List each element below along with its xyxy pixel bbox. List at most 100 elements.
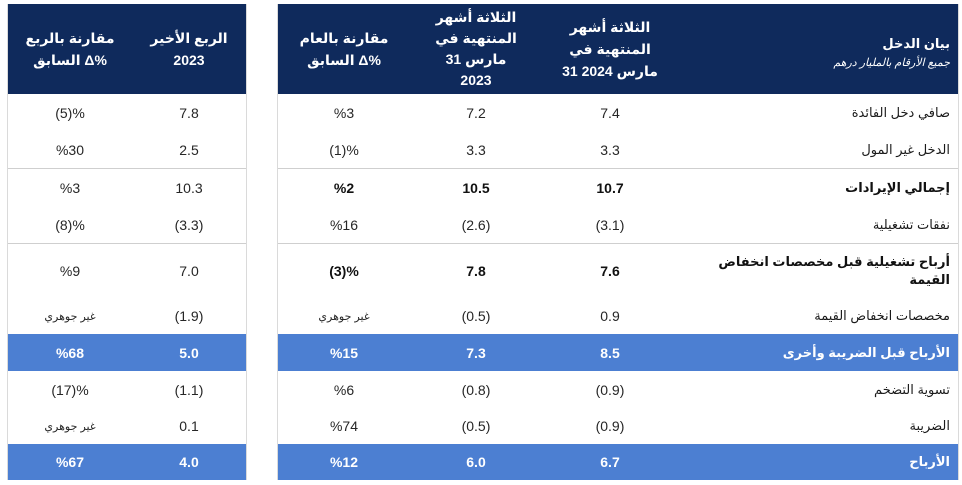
row-label: تسوية التضخم (874, 381, 950, 397)
cell-qoq-change: (8)% (55, 216, 85, 233)
row-label-line: أرباح تشغيلية قبل مخصصات انخفاض (718, 254, 950, 269)
header-line: 31 مارس (445, 51, 507, 67)
cell-q4-2023: 2.5 (179, 141, 199, 158)
cell-q1-2024: 0.9 (600, 308, 620, 324)
header-yoy-change: مقارنة بالعام السابق Δ% (278, 4, 410, 94)
row-label-line: القيمة (909, 272, 950, 287)
cell-qoq-change: غير جوهري (44, 310, 96, 323)
row-label: نفقات تشغيلية (872, 216, 950, 232)
cell-q1-2024: (0.9) (595, 418, 625, 434)
cell-q1-2024: 7.4 (600, 104, 620, 121)
row-label: الضريبة (909, 418, 950, 433)
table-row-total-revenue: إجمالي الإيرادات 10.7 10.5 %2 (278, 168, 958, 206)
row-label: صافي دخل الفائدة (851, 104, 950, 120)
cell-yoy-change: (3)% (329, 263, 359, 279)
cell-yoy-change: %3 (333, 104, 355, 121)
cell-q4-2023: 0.1 (179, 418, 199, 434)
table-row-net-profit: 4.0 %67 (8, 444, 246, 480)
cell-q1-2024: (0.9) (595, 381, 625, 398)
table-row-impairment-charges: مخصصات انخفاض القيمة 0.9 (0.5) غير جوهري (278, 298, 958, 334)
cell-q4-2023: 7.8 (179, 104, 199, 121)
table-row-non-funded-income: 2.5 %30 (8, 131, 246, 168)
cell-qoq-change: %9 (59, 263, 81, 279)
cell-q4-2023: 10.3 (175, 179, 203, 196)
table-row-hyperinflation-adjustment: تسوية التضخم (0.9) (0.8) %6 (278, 371, 958, 408)
cell-q1-2024: 6.7 (600, 454, 620, 470)
cell-q1-2023: 10.5 (462, 179, 490, 196)
header-line: الثلاثة أشهر (435, 9, 517, 25)
cell-qoq-change: %67 (55, 454, 85, 470)
cell-yoy-change: %6 (333, 381, 355, 398)
cell-q4-2023: 7.0 (179, 263, 199, 279)
cell-qoq-change: %68 (55, 344, 85, 361)
cell-qoq-change: (17)% (51, 381, 89, 398)
cell-q1-2024: 8.5 (600, 344, 620, 361)
cell-q1-2024: (3.1) (595, 216, 625, 233)
header-line: المنتهية في (435, 30, 517, 46)
cell-yoy-change: %16 (329, 216, 359, 233)
row-label: أرباح تشغيلية قبل مخصصات انخفاض القيمة (678, 244, 958, 298)
header-line: 2023 (460, 72, 492, 88)
table-row-net-interest-income: صافي دخل الفائدة 7.4 7.2 %3 (278, 94, 958, 131)
cell-qoq-change: %3 (59, 179, 81, 196)
income-statement-table: بيان الدخل جميع الأرقام بالمليار درهم ال… (278, 4, 958, 480)
cell-yoy-change: %2 (333, 179, 355, 196)
table-row-non-funded-income: الدخل غير المول 3.3 3.3 (1)% (278, 131, 958, 168)
header-qoq-change: مقارنة بالربع السابق Δ% (8, 4, 132, 94)
cell-q4-2023: (1.9) (174, 308, 204, 324)
cell-q1-2023: 7.8 (466, 263, 486, 279)
cell-q1-2024: 3.3 (600, 141, 620, 158)
header-q1-2024: الثلاثة أشهر المنتهية في 31 مارس 2024 (542, 4, 678, 94)
cell-q1-2023: 3.3 (466, 141, 486, 158)
cell-q4-2023: (3.3) (174, 216, 204, 233)
header-q1-2023: الثلاثة أشهر المنتهية في 31 مارس 2023 (410, 4, 542, 94)
table-row-tax: الضريبة (0.9) (0.5) %74 (278, 408, 958, 444)
header-line: السابق Δ% (307, 52, 381, 68)
header-line: 31 مارس 2024 (562, 63, 658, 79)
table-row-operating-expenses: (3.3) (8)% (8, 206, 246, 243)
header-income-statement: بيان الدخل جميع الأرقام بالمليار درهم (678, 4, 958, 94)
cell-q1-2023: (2.6) (461, 216, 491, 233)
cell-yoy-change: %15 (329, 344, 359, 361)
header-title: بيان الدخل (882, 36, 950, 51)
row-label: الدخل غير المول (861, 141, 950, 157)
cell-qoq-change: غير جوهري (44, 420, 96, 433)
table-row-operating-profit: 7.0 %9 (8, 243, 246, 298)
table-row-total-revenue: 10.3 %3 (8, 168, 246, 206)
cell-yoy-change: (1)% (329, 141, 359, 158)
cell-q1-2023: (0.5) (461, 418, 491, 434)
cell-qoq-change: %30 (55, 141, 85, 158)
table-row-impairment-charges: (1.9) غير جوهري (8, 298, 246, 334)
header-line: الربع الأخير (150, 30, 228, 46)
header-subtitle: جميع الأرقام بالمليار درهم (833, 57, 950, 69)
table-row-profit-before-tax: الأرباح قبل الضريبة وأخرى 8.5 7.3 %15 (278, 334, 958, 371)
table-header: بيان الدخل جميع الأرقام بالمليار درهم ال… (278, 4, 958, 94)
cell-q4-2023: (1.1) (174, 381, 204, 398)
header-q4-2023: الربع الأخير 2023 (132, 4, 246, 94)
row-label: مخصصات انخفاض القيمة (814, 308, 950, 323)
cell-q1-2024: 10.7 (596, 179, 624, 196)
table-row-net-profit: الأرباح 6.7 6.0 %12 (278, 444, 958, 480)
cell-q1-2024: 7.6 (600, 263, 620, 279)
cell-q4-2023: 4.0 (179, 454, 199, 470)
cell-q1-2023: 7.3 (466, 344, 486, 361)
cell-yoy-change: %74 (329, 418, 359, 434)
header-line: مقارنة بالربع (25, 30, 115, 46)
cell-q1-2023: (0.8) (461, 381, 491, 398)
row-label: الأرباح (909, 454, 950, 469)
quarter-comparison-table: الربع الأخير 2023 مقارنة بالربع السابق Δ… (8, 4, 246, 480)
header-line: 2023 (173, 52, 205, 68)
table-row-profit-before-tax: 5.0 %68 (8, 334, 246, 371)
header-line: المنتهية في (569, 41, 651, 57)
table-row-operating-profit: أرباح تشغيلية قبل مخصصات انخفاض القيمة 7… (278, 243, 958, 298)
table-row-operating-expenses: نفقات تشغيلية (3.1) (2.6) %16 (278, 206, 958, 243)
cell-q4-2023: 5.0 (179, 344, 199, 361)
cell-yoy-change: غير جوهري (318, 310, 370, 323)
cell-yoy-change: %12 (329, 454, 359, 470)
cell-q1-2023: 6.0 (466, 454, 486, 470)
table-header: الربع الأخير 2023 مقارنة بالربع السابق Δ… (8, 4, 246, 94)
header-line: مقارنة بالعام (299, 30, 389, 46)
cell-qoq-change: (5)% (55, 104, 85, 121)
row-label: إجمالي الإيرادات (845, 179, 950, 195)
row-label: الأرباح قبل الضريبة وأخرى (782, 344, 950, 360)
